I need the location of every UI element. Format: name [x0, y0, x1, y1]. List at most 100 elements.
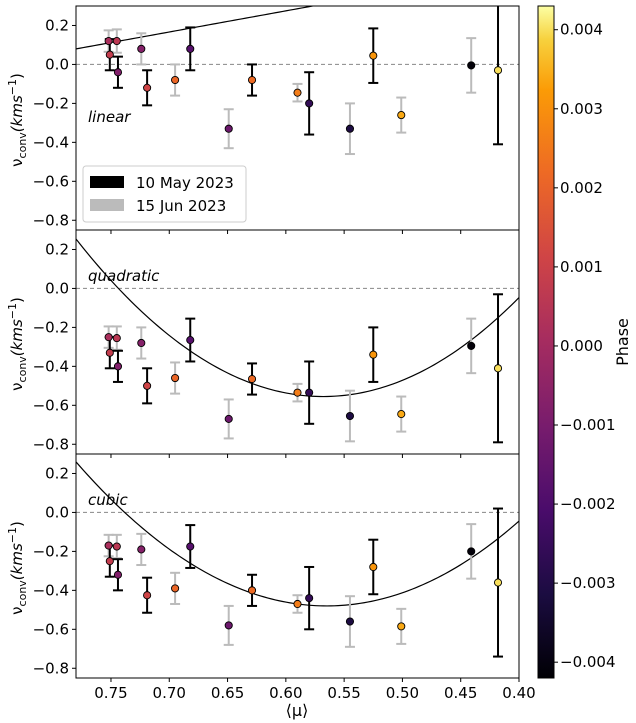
- y-tick-label: −0.6: [33, 172, 69, 190]
- plot-area: [76, 238, 519, 444]
- colorbar: 0.004 0.003 0.002 0.001 0.000 −0.001 −0.002 −0.…: [537, 5, 632, 679]
- y-axis-label: νconv(kms−1): [6, 73, 29, 167]
- data-marker: [305, 594, 314, 603]
- colorbar-tick-label: 0.000: [560, 337, 603, 355]
- data-marker: [104, 37, 113, 46]
- data-marker: [247, 75, 257, 85]
- y-tick-label: 0.2: [45, 240, 69, 258]
- panel-frame: [75, 453, 520, 679]
- data-marker: [186, 336, 195, 345]
- data-marker: [345, 411, 355, 421]
- data-marker: [105, 557, 114, 566]
- y-tick-label: −0.8: [33, 659, 69, 677]
- data-marker: [105, 50, 114, 59]
- data-marker: [143, 591, 152, 600]
- data-marker: [171, 373, 180, 383]
- panel-quadratic: 0.2 0.0 −0.2 −0.4 −0.6 −0.8 νconv(kms−1) quadra…: [6, 229, 520, 458]
- fit-curve: [76, 6, 317, 50]
- data-marker: [186, 44, 195, 53]
- data-marker: [397, 622, 406, 631]
- colorbar-tick-label: 0.004: [560, 21, 603, 39]
- data-marker: [369, 350, 378, 359]
- x-tick-label: 0.50: [386, 684, 419, 702]
- colorbar-label: Phase: [613, 318, 632, 366]
- data-marker: [467, 547, 476, 556]
- legend-entry-label: 10 May 2023: [136, 174, 234, 192]
- y-tick-label: −0.4: [33, 581, 69, 599]
- plot-area: [76, 6, 519, 156]
- panel-cubic: 0.2 0.0 −0.2 −0.4 −0.6 −0.8 νconv(kms−1) cubic: [6, 453, 520, 682]
- data-marker: [143, 381, 152, 390]
- x-tick-label: 0.60: [269, 684, 302, 702]
- y-tick-label: −0.2: [33, 542, 69, 560]
- x-tick-label: 0.65: [211, 684, 244, 702]
- colorbar-tick-label: 0.002: [560, 179, 603, 197]
- data-marker: [112, 334, 121, 343]
- panel-label: quadratic: [88, 267, 160, 285]
- data-marker: [137, 545, 146, 554]
- data-marker: [104, 333, 113, 342]
- panel-linear: 0.2 0.0 −0.2 −0.4 −0.6 −0.8 νconv(kms−1) linear…: [6, 5, 520, 234]
- data-marker: [171, 584, 180, 593]
- data-marker: [112, 37, 121, 46]
- y-tick-label: 0.0: [45, 279, 69, 297]
- colorbar-ticks: 0.004 0.003 0.002 0.001 0.000 −0.001 −0.002 −0.…: [554, 21, 616, 671]
- x-axis-label: ⟨μ⟩: [286, 701, 309, 720]
- data-marker: [493, 578, 503, 587]
- colorbar-tick-label: −0.003: [560, 574, 616, 592]
- y-tick-label: −0.2: [33, 94, 69, 112]
- data-marker: [293, 599, 302, 609]
- data-marker: [305, 99, 314, 108]
- colorbar-gradient: [537, 5, 555, 679]
- x-axis: 0.75 0.70 0.65 0.60 0.55 0.50 0.45 0.40: [94, 684, 535, 702]
- data-marker: [467, 61, 476, 70]
- y-tick-label: −0.8: [33, 435, 69, 453]
- colorbar-tick-label: −0.002: [560, 495, 616, 513]
- data-marker: [113, 570, 123, 579]
- colorbar-tick-label: −0.004: [560, 653, 616, 671]
- data-marker: [345, 617, 355, 626]
- data-marker: [493, 364, 503, 373]
- data-marker: [113, 362, 123, 371]
- data-marker: [143, 83, 152, 92]
- data-marker: [247, 586, 257, 595]
- y-tick-label: 0.0: [45, 503, 69, 521]
- data-marker: [224, 124, 233, 133]
- legend-entry-label: 15 Jun 2023: [136, 197, 226, 215]
- colorbar-tick-label: 0.003: [560, 100, 603, 118]
- data-marker: [112, 542, 121, 551]
- legend-swatch: [90, 199, 124, 211]
- y-tick-label: −0.2: [33, 318, 69, 336]
- data-marker: [345, 124, 355, 133]
- colorbar-tick-label: 0.001: [560, 258, 603, 276]
- y-tick-label: −0.4: [33, 133, 69, 151]
- y-tick-label: −0.6: [33, 396, 69, 414]
- y-tick-label: −0.8: [33, 211, 69, 229]
- data-marker: [137, 44, 146, 53]
- y-tick-label: 0.0: [45, 55, 69, 73]
- data-marker: [305, 388, 314, 397]
- data-marker: [247, 374, 257, 384]
- data-marker: [369, 51, 378, 60]
- y-tick-label: 0.2: [45, 16, 69, 34]
- y-axis-label: νconv(kms−1): [6, 297, 29, 391]
- data-marker: [104, 541, 113, 550]
- panel-label: linear: [88, 108, 131, 126]
- x-tick-label: 0.45: [444, 684, 477, 702]
- data-marker: [493, 66, 503, 75]
- y-tick-label: −0.6: [33, 620, 69, 638]
- colorbar-tick-label: −0.001: [560, 416, 616, 434]
- panel-label: cubic: [88, 491, 128, 509]
- data-marker: [186, 542, 195, 551]
- panels: 0.2 0.0 −0.2 −0.4 −0.6 −0.8 νconv(kms−1) linear…: [6, 5, 520, 682]
- data-marker: [397, 410, 406, 419]
- data-marker: [293, 88, 302, 97]
- data-marker: [224, 621, 233, 630]
- y-axis-label: νconv(kms−1): [6, 521, 29, 615]
- x-tick-label: 0.40: [502, 684, 535, 702]
- y-tick-label: −0.4: [33, 357, 69, 375]
- data-marker: [171, 75, 180, 85]
- data-marker: [397, 111, 406, 120]
- fit-curve: [76, 238, 519, 398]
- x-tick-label: 0.70: [153, 684, 186, 702]
